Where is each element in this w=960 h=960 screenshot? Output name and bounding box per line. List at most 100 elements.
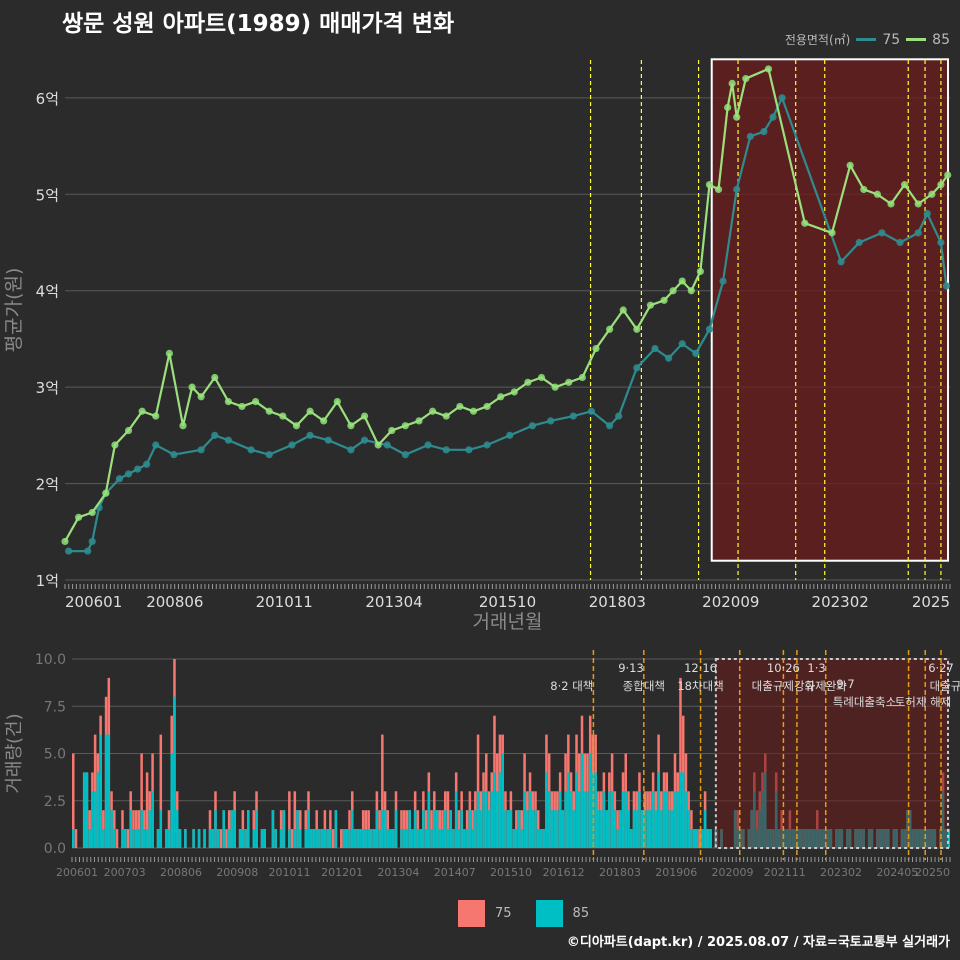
volume-bar-85 bbox=[164, 829, 168, 848]
volume-bar-85 bbox=[526, 810, 529, 848]
volume-bar-85 bbox=[509, 810, 513, 848]
price-x-tick-label: 201304 bbox=[365, 593, 422, 611]
volume-bar-85 bbox=[703, 810, 707, 848]
volume-bar-85 bbox=[288, 829, 291, 848]
volume-bar-75 bbox=[74, 829, 78, 848]
volume-bar-85 bbox=[657, 772, 660, 848]
volume-bar-75 bbox=[219, 829, 223, 848]
volume-y-tick-label: 2.5 bbox=[44, 794, 66, 810]
price-x-tick-label: 202302 bbox=[812, 593, 869, 611]
volume-bar-85 bbox=[132, 829, 135, 848]
volume-bar-85 bbox=[692, 829, 696, 848]
volume-bar-85 bbox=[553, 810, 556, 848]
volume-x-tick-label: 202111 bbox=[764, 866, 806, 879]
volume-bar-85 bbox=[649, 810, 652, 848]
volume-bar-85 bbox=[474, 810, 477, 848]
volume-bar-85 bbox=[523, 791, 526, 848]
volume-x-tick-label: 201510 bbox=[490, 866, 532, 879]
price-x-tick-label: 200601 bbox=[65, 593, 122, 611]
volume-bar-85 bbox=[580, 753, 584, 848]
volume-bar-85 bbox=[178, 829, 182, 848]
legend-75-label: 75 bbox=[882, 31, 901, 48]
volume-bar-75 bbox=[159, 734, 163, 848]
volume-y-tick-label: 10.0 bbox=[35, 652, 66, 668]
volume-bar-85 bbox=[561, 810, 565, 848]
volume-bar-85 bbox=[629, 829, 633, 848]
volume-bar-85 bbox=[454, 791, 458, 848]
volume-x-tick-label: 201201 bbox=[321, 866, 363, 879]
volume-bar-85 bbox=[392, 829, 395, 848]
volume-bar-85 bbox=[512, 829, 515, 848]
volume-bar-85 bbox=[129, 810, 132, 848]
volume-bar-85 bbox=[550, 810, 554, 848]
volume-bar-85 bbox=[230, 810, 234, 848]
bar-legend-75-label: 75 bbox=[495, 906, 512, 921]
volume-bar-85 bbox=[424, 829, 428, 848]
volume-bar-85 bbox=[299, 829, 302, 848]
volume-bar-85 bbox=[594, 772, 597, 848]
volume-bar-85 bbox=[342, 829, 346, 848]
volume-x-tick-label: 201011 bbox=[268, 866, 310, 879]
volume-bar-85 bbox=[465, 829, 469, 848]
volume-bar-85 bbox=[438, 829, 442, 848]
volume-bar-85 bbox=[159, 810, 163, 848]
volume-bar-85 bbox=[709, 829, 712, 848]
volume-bar-75 bbox=[290, 829, 294, 848]
volume-x-tick-label: 201906 bbox=[655, 866, 697, 879]
volume-y-tick-label: 7.5 bbox=[44, 699, 66, 715]
volume-bar-85 bbox=[556, 810, 559, 848]
volume-bar-85 bbox=[121, 829, 124, 848]
volume-bar-75 bbox=[698, 829, 701, 848]
volume-bar-85 bbox=[167, 829, 171, 848]
volume-bar-85 bbox=[293, 829, 297, 848]
volume-bar-75 bbox=[331, 829, 335, 848]
volume-bar-85 bbox=[624, 791, 628, 848]
volume-bar-85 bbox=[485, 791, 488, 848]
volume-bar-85 bbox=[208, 829, 212, 848]
volume-bar-85 bbox=[416, 829, 420, 848]
area-legend: 전용면적(㎡) 75 85 bbox=[785, 31, 950, 48]
volume-bar-85 bbox=[446, 829, 450, 848]
volume-bar-85 bbox=[389, 829, 392, 848]
volume-bar-85 bbox=[613, 810, 617, 848]
volume-bar-85 bbox=[564, 791, 567, 848]
volume-bar-85 bbox=[326, 829, 329, 848]
price-y-tick-label: 5억 bbox=[36, 186, 59, 204]
price-x-tick-label: 200806 bbox=[146, 593, 203, 611]
volume-bar-85 bbox=[400, 829, 403, 848]
volume-bar-85 bbox=[323, 829, 327, 848]
volume-bar-85 bbox=[679, 772, 682, 848]
volume-bar-85 bbox=[569, 791, 573, 848]
volume-bar-85 bbox=[619, 810, 622, 848]
volume-bar-85 bbox=[367, 829, 370, 848]
bar-legend-85-label: 85 bbox=[572, 906, 590, 921]
volume-bar-85 bbox=[627, 810, 630, 848]
volume-bar-85 bbox=[148, 810, 152, 848]
volume-bar-85 bbox=[542, 829, 545, 848]
policy-annotation: 토허제 해제 bbox=[895, 695, 952, 709]
volume-x-tick-label: 201407 bbox=[434, 866, 476, 879]
volume-bar-85 bbox=[441, 829, 444, 848]
policy-annotation: 종합대책 bbox=[623, 679, 665, 693]
volume-bar-85 bbox=[318, 829, 321, 848]
volume-bar-85 bbox=[660, 810, 663, 848]
volume-bar-85 bbox=[381, 810, 384, 848]
volume-bar-85 bbox=[695, 829, 699, 848]
volume-bar-85 bbox=[640, 810, 644, 848]
volume-bar-85 bbox=[329, 829, 332, 848]
volume-bar-85 bbox=[214, 810, 217, 848]
volume-bar-85 bbox=[227, 829, 231, 848]
price-highlight-box bbox=[710, 58, 949, 562]
volume-bar-85 bbox=[662, 791, 666, 848]
volume-bar-85 bbox=[608, 791, 611, 848]
volume-bar-85 bbox=[334, 810, 338, 848]
volume-x-tick-label: 200703 bbox=[104, 866, 146, 879]
volume-x-tick-label: 202009 bbox=[712, 866, 754, 879]
volume-bar-85 bbox=[528, 791, 532, 848]
volume-bar-85 bbox=[578, 791, 581, 848]
volume-bar-85 bbox=[460, 810, 463, 848]
volume-bar-85 bbox=[271, 810, 275, 848]
volume-bar-85 bbox=[498, 772, 502, 848]
volume-bar-85 bbox=[145, 829, 149, 848]
volume-y-axis-title: 거래량(건) bbox=[4, 713, 25, 793]
